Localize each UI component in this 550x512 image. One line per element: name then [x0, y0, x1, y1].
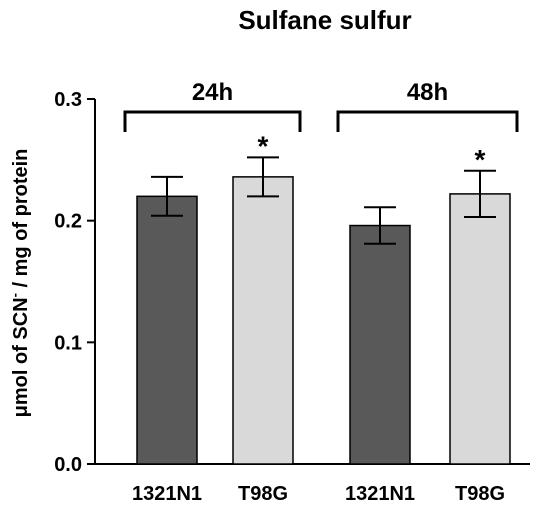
bar	[232, 176, 294, 465]
plot-area: 0.0 0.1 0.2 0.3 24h 1321N1 * T98G 48h 1321N1 * T98G	[54, 79, 530, 505]
y-tick-label: 0.3	[54, 89, 82, 111]
y-axis-label-superscript: -	[7, 293, 22, 297]
group-bracket	[336, 110, 519, 132]
bar	[349, 224, 411, 465]
chart-title: Sulfane sulfur	[238, 5, 411, 35]
y-tick-label: 0.0	[54, 454, 82, 476]
bar	[449, 193, 511, 465]
x-tick-label: 1321N1	[132, 483, 202, 505]
significance-marker: *	[475, 144, 486, 175]
significance-marker: *	[258, 130, 269, 161]
bar	[136, 195, 198, 465]
x-tick-label: 1321N1	[345, 483, 415, 505]
svg-text:μmol of SCN- / mg of protein: μmol of SCN- / mg of protein	[7, 149, 32, 418]
y-axis-label-rest: / mg of protein	[10, 149, 32, 293]
group-bracket	[123, 110, 302, 132]
x-tick-label: T98G	[455, 483, 505, 505]
x-tick-label: T98G	[238, 483, 288, 505]
y-axis-label-main: μmol of SCN	[10, 297, 32, 417]
y-axis-label: μmol of SCN- / mg of protein	[7, 149, 32, 418]
y-tick-label: 0.1	[54, 332, 82, 354]
y-tick-label: 0.2	[54, 211, 82, 233]
group-label: 24h	[192, 79, 233, 106]
group-label: 48h	[407, 79, 448, 106]
